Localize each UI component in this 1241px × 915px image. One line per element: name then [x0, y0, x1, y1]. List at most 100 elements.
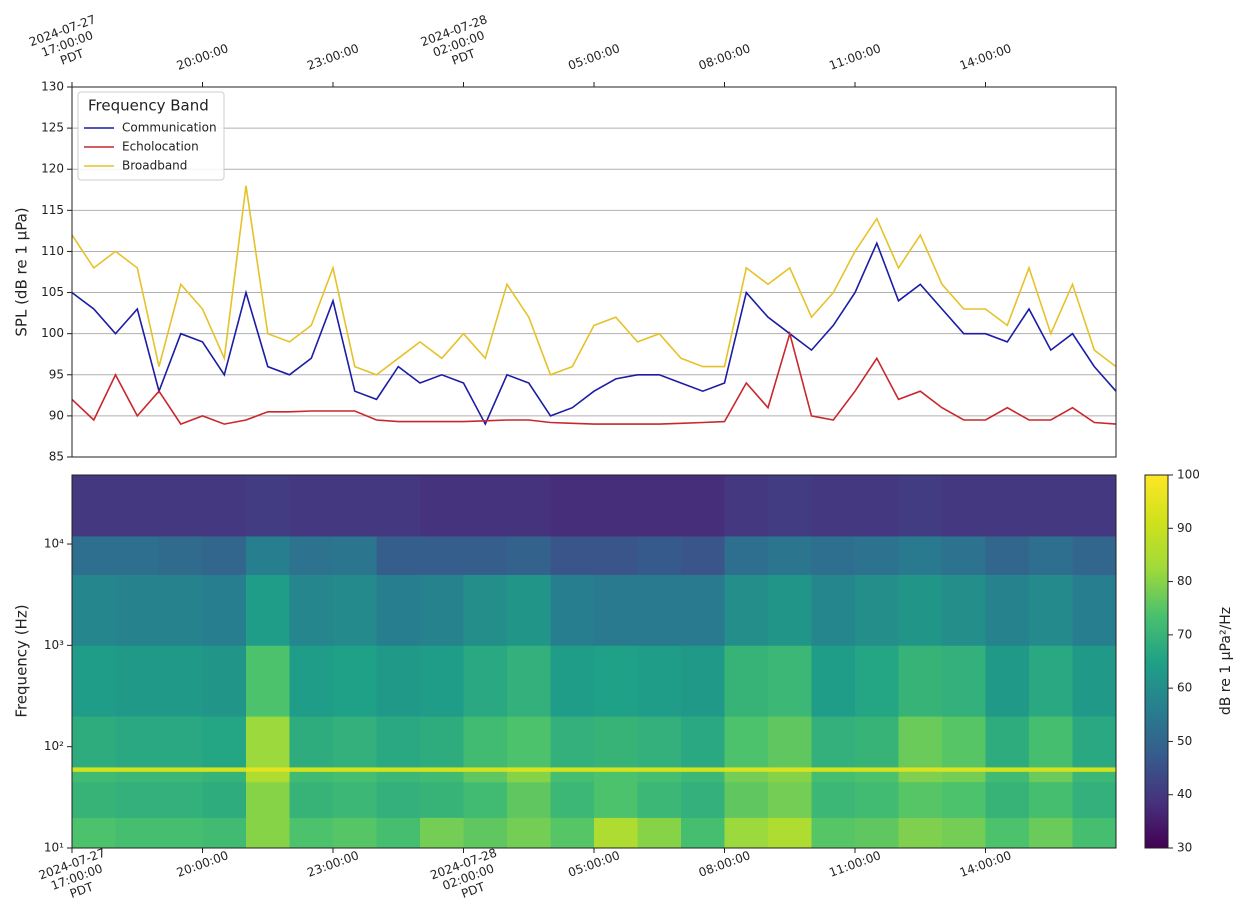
- heatmap-cell: [594, 645, 638, 717]
- heatmap-cell: [159, 536, 203, 575]
- y-tick-label: 10¹: [44, 841, 64, 855]
- heatmap-cell: [420, 716, 464, 768]
- x-tick-label: 2024-07-2802:00:00PDT: [419, 12, 499, 75]
- y-tick-label: 90: [49, 408, 64, 422]
- heatmap-cell: [115, 817, 160, 849]
- heatmap-cell: [202, 817, 247, 849]
- heatmap-cell: [594, 767, 638, 772]
- heatmap-cell: [637, 817, 682, 849]
- heatmap-cell: [420, 817, 464, 849]
- heatmap-cell: [289, 817, 334, 849]
- heatmap-cell: [1072, 781, 1117, 818]
- heatmap-cell: [1072, 716, 1117, 768]
- colorbar-label: dB re 1 µPa²/Hz: [1218, 607, 1234, 715]
- x-tick-label: 11:00:00: [827, 41, 882, 73]
- heatmap-cell: [246, 645, 290, 717]
- heatmap-cell: [159, 645, 203, 717]
- heatmap-cell: [333, 817, 377, 849]
- heatmap-cell: [724, 767, 769, 772]
- heatmap-cell: [72, 645, 116, 717]
- heatmap-cell: [289, 574, 334, 646]
- heatmap-cell: [507, 767, 551, 772]
- heatmap-cell: [681, 817, 725, 849]
- heatmap-cell: [811, 574, 856, 646]
- heatmap-cell: [985, 574, 1030, 646]
- y-axis-label: SPL (dB re 1 µPa): [13, 207, 31, 336]
- heatmap-cell: [1072, 536, 1117, 575]
- colorbar-tick-label: 50: [1177, 734, 1192, 748]
- heatmap-cell: [507, 781, 551, 818]
- heatmap-cell: [115, 475, 160, 537]
- heatmap-cell: [942, 781, 986, 818]
- heatmap-cell: [594, 475, 638, 537]
- heatmap-cell: [333, 536, 377, 575]
- plot-frame: [71, 86, 1117, 458]
- heatmap-cell: [594, 781, 638, 818]
- heatmap-cell: [246, 781, 290, 818]
- heatmap-cell: [768, 475, 812, 537]
- heatmap-cell: [594, 771, 638, 783]
- y-tick-label: 105: [41, 285, 64, 299]
- heatmap-cell: [768, 771, 812, 783]
- heatmap-cell: [159, 771, 203, 783]
- heatmap-cell: [463, 767, 508, 772]
- heatmap-cell: [855, 645, 899, 717]
- heatmap-cell: [681, 771, 725, 783]
- heatmap-cell: [637, 771, 682, 783]
- heatmap-cell: [942, 475, 986, 537]
- heatmap-cell: [507, 716, 551, 768]
- colorbar-tick-label: 90: [1177, 521, 1192, 535]
- legend-title: Frequency Band: [88, 97, 209, 115]
- y-tick-label: 110: [41, 244, 64, 258]
- heatmap-cell: [637, 574, 682, 646]
- y-tick-label: 120: [41, 162, 64, 176]
- heatmap-cell: [1072, 645, 1117, 717]
- heatmap-cell: [681, 781, 725, 818]
- colorbar-tick-label: 40: [1177, 787, 1192, 801]
- series-line: [71, 330, 1117, 426]
- heatmap-cell: [420, 574, 464, 646]
- heatmap-cell: [463, 574, 508, 646]
- heatmap-cell: [507, 574, 551, 646]
- series-line: [71, 241, 1117, 426]
- heatmap-cell: [550, 771, 595, 783]
- x-tick-label: 20:00:00: [175, 41, 230, 73]
- heatmap-cell: [202, 645, 247, 717]
- heatmap-cell: [724, 781, 769, 818]
- heatmap-cell: [550, 536, 595, 575]
- heatmap-cell: [115, 767, 160, 772]
- heatmap-cell: [811, 645, 856, 717]
- heatmap-cell: [811, 781, 856, 818]
- heatmap-cell: [1029, 767, 1073, 772]
- heatmap-cell: [724, 536, 769, 575]
- heatmap-cell: [724, 574, 769, 646]
- heatmap-cell: [681, 536, 725, 575]
- x-tick-label: 08:00:00: [697, 41, 752, 73]
- heatmap-cell: [420, 781, 464, 818]
- heatmap-cell: [855, 536, 899, 575]
- heatmap-cell: [246, 536, 290, 575]
- heatmap-cell: [333, 771, 377, 783]
- heatmap-cell: [985, 475, 1030, 537]
- heatmap-cell: [811, 475, 856, 537]
- colorbar-tick-label: 30: [1177, 841, 1192, 855]
- heatmap-cell: [72, 817, 116, 849]
- heatmap-cell: [376, 645, 421, 717]
- heatmap-cell: [637, 781, 682, 818]
- heatmap-cell: [72, 716, 116, 768]
- heatmap-cell: [898, 716, 943, 768]
- heatmap-cell: [115, 781, 160, 818]
- x-tick-label: 05:00:00: [566, 41, 621, 73]
- heatmap-cell: [855, 817, 899, 849]
- heatmap-cell: [72, 767, 116, 772]
- heatmap-cell: [376, 475, 421, 537]
- heatmap-cell: [942, 817, 986, 849]
- heatmap-cell: [724, 771, 769, 783]
- heatmap-cell: [1029, 536, 1073, 575]
- heatmap-cell: [246, 771, 290, 783]
- heatmap-cell: [463, 536, 508, 575]
- heatmap-cell: [681, 716, 725, 768]
- heatmap-cell: [463, 475, 508, 537]
- heatmap-cell: [202, 716, 247, 768]
- heatmap-cell: [898, 574, 943, 646]
